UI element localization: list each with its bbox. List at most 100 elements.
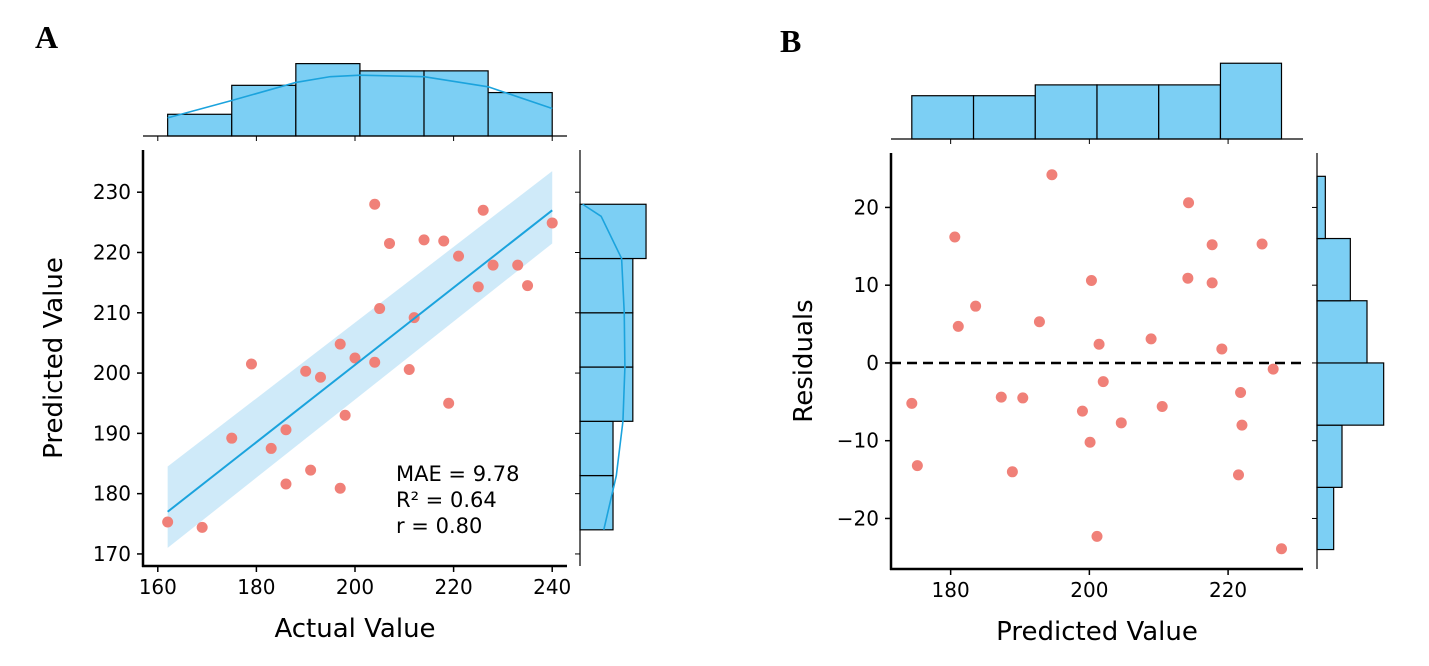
data-point xyxy=(1115,417,1127,429)
x-tick-label: 160 xyxy=(139,575,177,599)
data-point xyxy=(1267,363,1279,375)
data-point xyxy=(522,280,534,292)
data-point xyxy=(443,397,455,409)
data-point xyxy=(1216,343,1228,355)
data-point xyxy=(1145,333,1157,345)
data-point xyxy=(487,259,499,271)
y-tick-label: 190 xyxy=(93,421,131,445)
data-point xyxy=(1183,197,1195,209)
y-tick-label: 180 xyxy=(93,482,131,506)
data-point xyxy=(1206,277,1218,289)
data-point xyxy=(952,320,964,332)
data-point xyxy=(349,352,361,364)
data-point xyxy=(265,442,277,454)
data-point xyxy=(1006,466,1018,478)
x-tick-label: 180 xyxy=(932,578,970,602)
data-point xyxy=(472,281,484,293)
x-tick-label: 220 xyxy=(1209,578,1247,602)
regression-line xyxy=(167,209,553,513)
data-point xyxy=(1093,338,1105,350)
right-kde-curve xyxy=(582,203,626,531)
data-point xyxy=(995,391,1007,403)
y-tick-label: 220 xyxy=(93,240,131,264)
top-histogram-bar xyxy=(295,63,361,137)
data-point xyxy=(1206,239,1218,251)
data-point xyxy=(334,338,346,350)
right-histogram-bar xyxy=(1316,300,1368,364)
data-point xyxy=(314,371,326,383)
right-histogram-bar xyxy=(1316,237,1351,302)
data-point xyxy=(949,231,961,243)
data-point xyxy=(334,482,346,494)
top-histogram-bar xyxy=(1096,84,1160,140)
data-point xyxy=(970,300,982,312)
top-histogram-bar xyxy=(423,70,489,137)
x-tick-label: 200 xyxy=(1070,578,1108,602)
x-axis-title: Actual Value xyxy=(274,614,435,644)
data-point xyxy=(1275,543,1287,555)
data-point xyxy=(1156,400,1168,412)
right-histogram-bar xyxy=(1316,424,1343,488)
data-point xyxy=(906,397,918,409)
x-axis-title: Predicted Value xyxy=(996,617,1198,647)
top-histogram-bar xyxy=(972,95,1036,140)
y-tick-label: 230 xyxy=(93,180,131,204)
data-point xyxy=(305,464,317,476)
y-tick-label: 10 xyxy=(854,273,879,297)
right-histogram-bar xyxy=(1316,175,1326,240)
data-point xyxy=(1084,436,1096,448)
top-histogram-bar xyxy=(359,70,425,137)
data-point xyxy=(1097,376,1109,388)
data-point xyxy=(1033,316,1045,328)
data-point xyxy=(245,358,257,370)
y-tick-label: 20 xyxy=(854,195,879,219)
data-point xyxy=(1236,419,1248,431)
data-point xyxy=(453,250,465,262)
data-point xyxy=(374,303,386,315)
data-point xyxy=(1182,272,1194,284)
stats-annotation: R² = 0.64 xyxy=(396,488,497,512)
data-point xyxy=(300,365,312,377)
top-histogram-bar xyxy=(231,84,297,137)
data-point xyxy=(418,234,430,246)
data-point xyxy=(1256,238,1268,250)
data-point xyxy=(546,217,558,229)
data-point xyxy=(369,356,381,368)
panel-a-label: A xyxy=(35,19,58,55)
data-point xyxy=(226,432,238,444)
stats-annotation: r = 0.80 xyxy=(396,514,482,538)
x-tick-label: 240 xyxy=(533,575,571,599)
data-point xyxy=(1085,275,1097,287)
data-point xyxy=(280,478,292,490)
y-tick-label: 170 xyxy=(93,542,131,566)
y-axis-title: Residuals xyxy=(789,299,819,422)
y-tick-label: 200 xyxy=(93,361,131,385)
data-point xyxy=(280,424,292,436)
data-point xyxy=(1046,169,1058,181)
data-point xyxy=(911,460,923,472)
right-histogram-bar xyxy=(1316,362,1385,426)
y-axis-title: Predicted Value xyxy=(39,257,69,459)
top-histogram-bar xyxy=(1158,84,1222,140)
right-histogram-bar xyxy=(579,420,614,477)
data-point xyxy=(369,198,381,210)
x-tick-label: 220 xyxy=(435,575,473,599)
stats-annotation: MAE = 9.78 xyxy=(396,462,519,486)
data-point xyxy=(162,516,174,528)
x-tick-label: 200 xyxy=(336,575,374,599)
y-tick-label: −20 xyxy=(837,506,879,530)
y-tick-label: 0 xyxy=(866,351,879,375)
data-point xyxy=(384,237,396,249)
panel-a-chart: 160 180 200 220 240 170 180 190 200 210 220 230 Actu… xyxy=(39,63,647,644)
top-histogram-bar xyxy=(911,95,975,140)
top-histogram-bar xyxy=(167,113,233,137)
data-point xyxy=(1091,530,1103,542)
y-tick-label: 210 xyxy=(93,301,131,325)
panel-b-label: B xyxy=(780,23,801,59)
panel-b-chart: 180 200 220 −20 −10 0 10 20 Predicted Value Resid… xyxy=(789,62,1385,647)
data-point xyxy=(339,409,351,421)
data-point xyxy=(1076,405,1088,417)
data-point xyxy=(477,204,489,216)
data-point xyxy=(196,521,208,533)
